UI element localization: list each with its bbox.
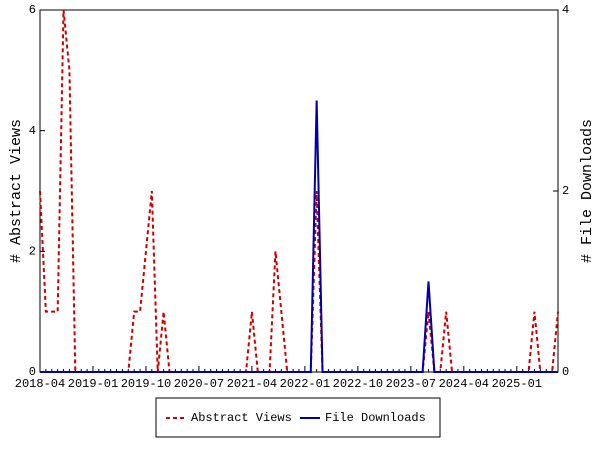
legend-label: File Downloads: [325, 411, 426, 425]
x-tick-label: 2024-04: [439, 377, 489, 391]
plot-frame: [39, 9, 559, 373]
x-tick-label: 2025-01: [492, 377, 542, 391]
legend-label: Abstract Views: [191, 411, 292, 425]
y-tick-label: 6: [29, 3, 36, 17]
y2-tick-label: 0: [562, 365, 569, 379]
x-tick-label: 2019-01: [68, 377, 118, 391]
x-tick-label: 2021-04: [227, 377, 277, 391]
y2-axis-label: # File Downloads: [579, 119, 596, 263]
legend: [155, 397, 441, 438]
y-axis-label: # Abstract Views: [8, 119, 25, 263]
series-line: [40, 100, 558, 373]
y2-tick-label: 2: [562, 184, 569, 198]
series-line: [39, 9, 559, 373]
x-tick-label: 2022-10: [333, 377, 383, 391]
y-tick-label: 4: [29, 124, 36, 138]
x-tick-label: 2022-01: [280, 377, 330, 391]
y-tick-label: 2: [29, 245, 36, 259]
y2-tick-label: 4: [562, 3, 569, 17]
x-tick-label: 2020-07: [174, 377, 224, 391]
y-tick-label: 0: [29, 365, 36, 379]
x-tick-label: 2023-07: [386, 377, 436, 391]
x-tick-label: 2019-10: [121, 377, 171, 391]
x-tick-label: 2018-04: [15, 377, 65, 391]
